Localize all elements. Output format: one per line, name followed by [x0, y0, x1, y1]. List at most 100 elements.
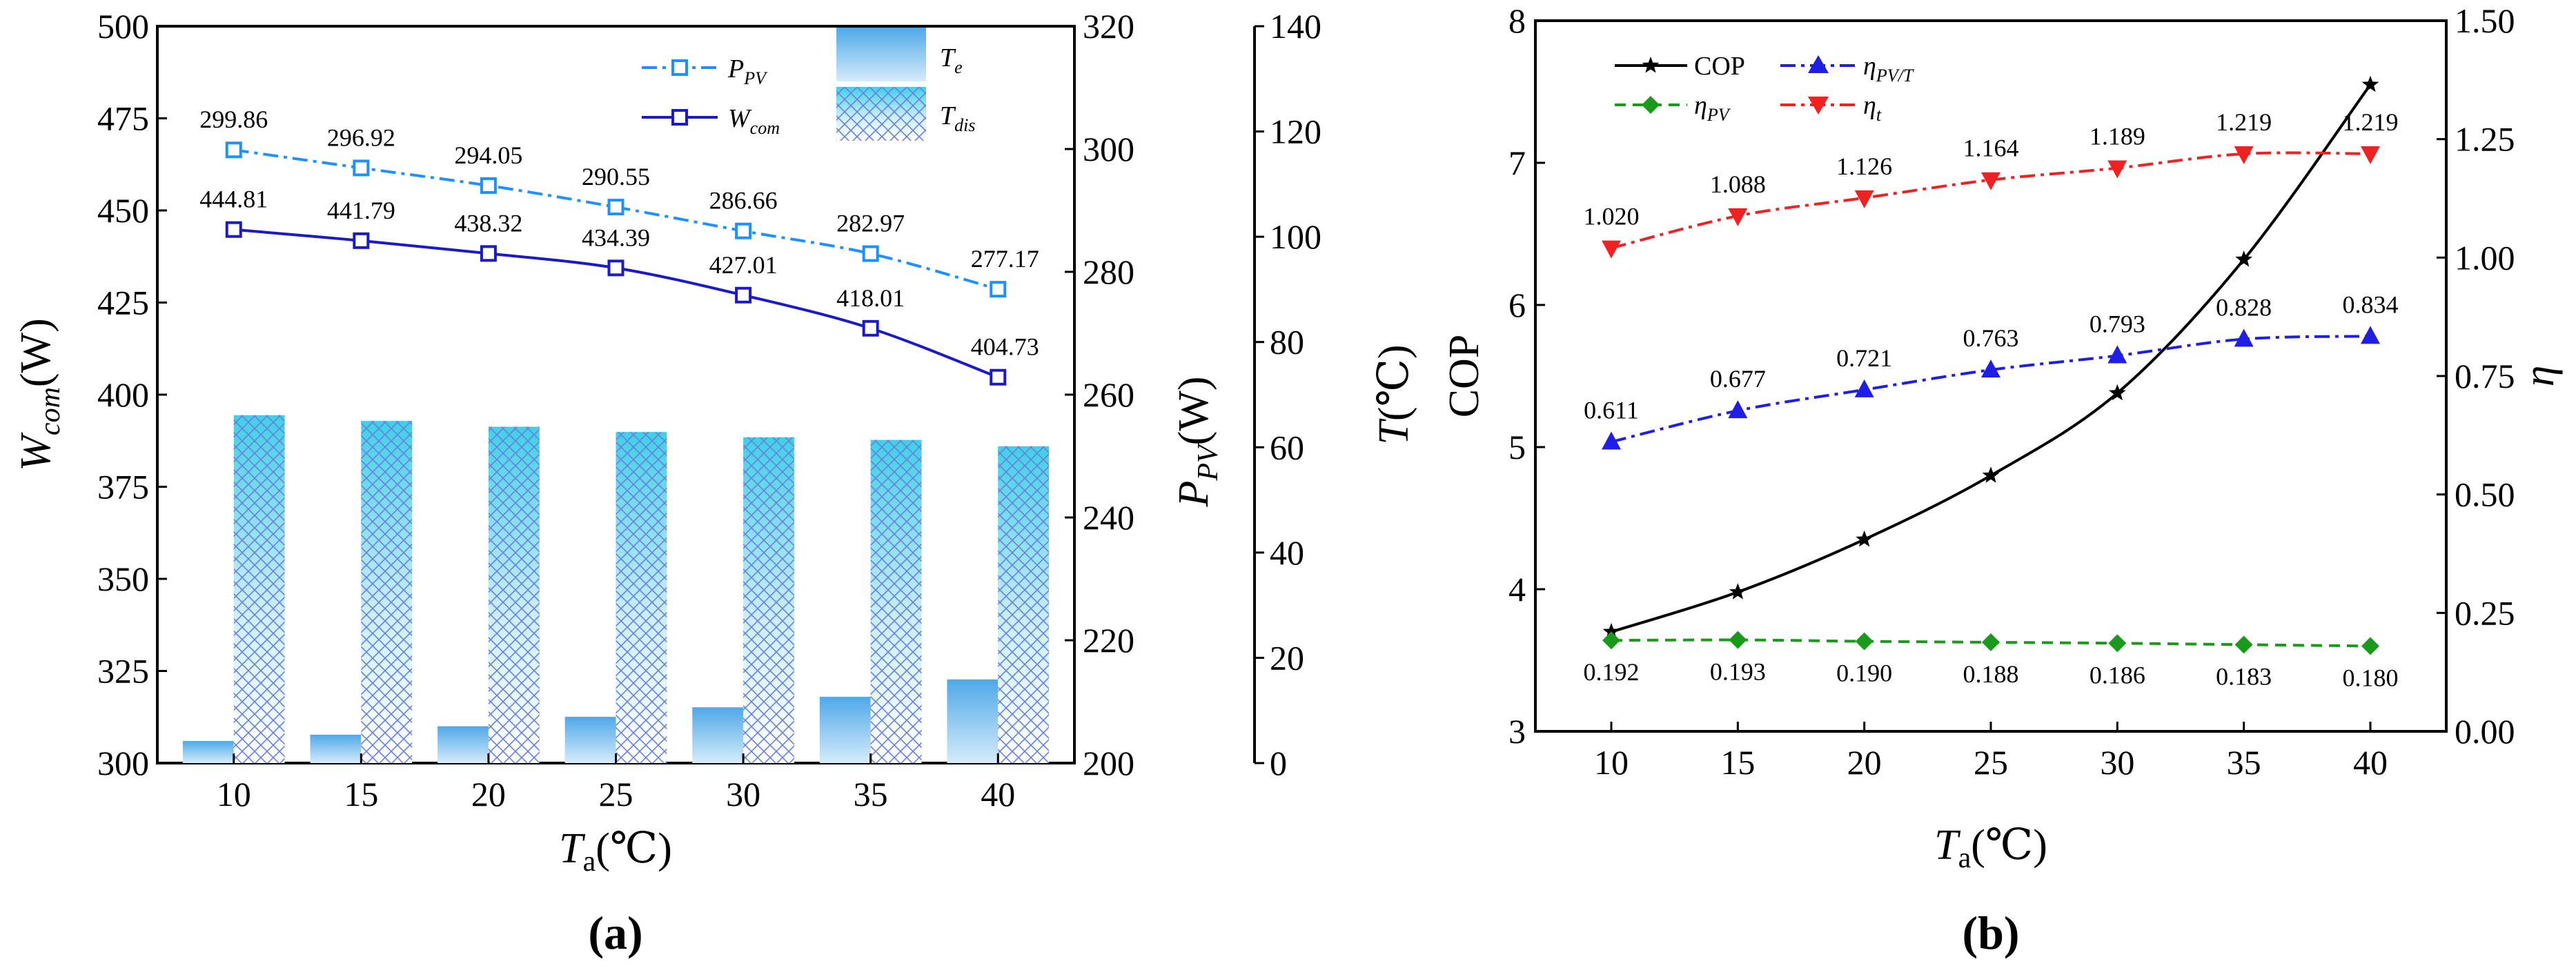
x-tick-label-a: 40: [981, 775, 1015, 813]
point-eta-t: [1728, 208, 1748, 226]
data-label-p-pv: 290.55: [582, 163, 650, 190]
x-tick-label-b: 40: [2353, 743, 2388, 782]
legend-eta-pv: ηPV: [1694, 91, 1731, 125]
y-tick-label-p-pv: 260: [1083, 375, 1134, 414]
data-label-eta-t: 1.164: [1963, 135, 2019, 162]
point-cop: [1856, 530, 1873, 547]
y-tick-label-t: 0: [1270, 744, 1287, 782]
y-tick-label-p-pv: 300: [1083, 130, 1134, 168]
point-eta-pvt: [2234, 328, 2254, 347]
legend-a: PPV Wcom Te Tdis: [642, 28, 975, 141]
y-axis-title-t: T(℃): [1370, 344, 1417, 444]
point-eta-pv: [1729, 631, 1747, 649]
point-eta-pv: [1602, 631, 1620, 650]
y-tick-label-t: 60: [1270, 428, 1304, 466]
bar-t-dis-hatch: [361, 421, 413, 763]
point-eta-pv: [2108, 634, 2127, 653]
y-tick-label-eta: 0.50: [2455, 475, 2515, 514]
data-label-eta-t: 1.219: [2343, 108, 2399, 136]
bar-t-e: [564, 716, 616, 763]
axes-b: 10 15 20 25 30 35 40 3 4 5 6 7 8 0.00 0.25 0.50 0.75 1.00…: [1508, 1, 2515, 782]
x-tick-label-b: 30: [2100, 743, 2134, 782]
legend-cop: COP: [1694, 52, 1745, 81]
point-eta-pvt: [2361, 326, 2380, 344]
bar-t-dis-hatch: [233, 415, 285, 763]
legend-eta-pv-marker: [1642, 96, 1660, 114]
data-label-p-pv: 299.86: [199, 106, 268, 133]
y-tick-label-left-a: 375: [97, 468, 149, 506]
y-tick-label-t: 120: [1270, 112, 1321, 151]
point-p-pv: [990, 281, 1007, 298]
y-tick-label-left-a: 500: [97, 7, 149, 46]
point-w-com: [735, 286, 752, 304]
y-tick-label-cop: 8: [1508, 1, 1526, 40]
y-tick-label-p-pv: 320: [1083, 7, 1134, 46]
bar-t-e: [947, 679, 999, 763]
legend-t-dis-swatch-hatch: [836, 87, 926, 141]
y-tick-label-left-a: 400: [97, 375, 149, 414]
point-eta-pv: [2361, 637, 2379, 655]
y-tick-label-eta: 1.00: [2455, 238, 2515, 277]
point-eta-t: [2361, 146, 2380, 164]
data-label-eta-t: 1.126: [1836, 152, 1892, 180]
y-tick-label-t: 140: [1270, 7, 1321, 46]
bar-t-e: [310, 734, 362, 763]
point-p-pv: [225, 141, 242, 159]
x-tick-label-b: 25: [1974, 743, 2008, 782]
data-label-p-pv: 294.05: [454, 141, 522, 169]
point-w-com: [480, 245, 497, 262]
data-label-w-com: 434.39: [582, 224, 650, 251]
point-w-com: [353, 232, 370, 249]
data-label-eta-t: 1.020: [1584, 203, 1640, 230]
data-label-eta-pv: 0.192: [1584, 658, 1640, 686]
point-w-com: [990, 368, 1007, 386]
x-axis-title-a: Ta(℃): [559, 825, 672, 878]
bar-t-dis-hatch: [616, 432, 667, 763]
data-label-p-pv: 277.17: [971, 245, 1039, 273]
legend-eta-t-marker: [1808, 97, 1829, 115]
data-label-w-com: 444.81: [199, 186, 268, 213]
data-label-eta-pv: 0.193: [1710, 658, 1766, 685]
legend-p-pv: PPV: [727, 55, 768, 88]
y-tick-label-eta: 1.25: [2455, 120, 2515, 159]
point-cop: [2109, 384, 2126, 401]
data-label-eta-t: 1.088: [1710, 170, 1766, 198]
bar-t-dis-hatch: [870, 439, 922, 763]
data-label-eta-pvt: 0.721: [1836, 344, 1892, 372]
y-tick-label-cop: 4: [1508, 570, 1526, 609]
data-label-eta-pvt: 0.793: [2090, 310, 2145, 337]
data-label-w-com: 441.79: [327, 197, 395, 224]
point-eta-pvt: [1602, 431, 1621, 450]
y-tick-label-t: 80: [1270, 323, 1304, 362]
data-label-eta-t: 1.219: [2216, 108, 2272, 136]
x-tick-label-b: 10: [1594, 743, 1629, 782]
data-label-eta-pvt: 0.834: [2343, 290, 2399, 318]
y-tick-label-left-a: 425: [97, 284, 149, 322]
data-label-w-com: 404.73: [971, 333, 1039, 361]
y-tick-label-left-a: 450: [97, 191, 149, 230]
x-tick-label-a: 15: [344, 775, 378, 813]
y-tick-label-eta: 1.50: [2455, 1, 2515, 40]
point-eta-t: [2107, 160, 2127, 179]
point-eta-pvt: [1981, 359, 2000, 378]
data-label-eta-pv: 0.188: [1963, 660, 2019, 688]
y-tick-label-eta: 0.25: [2455, 593, 2515, 632]
y-tick-label-cop: 3: [1508, 712, 1526, 751]
y-axis-title-p-pv: PPV(W): [1170, 377, 1224, 508]
y-tick-label-left-a: 475: [97, 99, 149, 138]
data-label-eta-t: 1.189: [2090, 123, 2145, 150]
x-tick-label-b: 20: [1847, 743, 1882, 782]
data-label-w-com: 438.32: [454, 209, 522, 237]
legend-p-pv-marker: [671, 59, 688, 76]
point-w-com: [862, 319, 879, 337]
y-tick-label-t: 40: [1270, 533, 1304, 572]
series-line-cop: [1611, 83, 2372, 633]
bar-t-dis-hatch: [488, 426, 540, 763]
data-label-eta-pv: 0.190: [1836, 660, 1892, 687]
legend-w-com: Wcom: [728, 104, 780, 138]
legend-eta-t: ηt: [1863, 91, 1882, 125]
y-axis-title-cop: COP: [1441, 335, 1488, 418]
y-tick-label-left-a: 300: [97, 744, 149, 782]
point-cop: [1729, 583, 1747, 600]
